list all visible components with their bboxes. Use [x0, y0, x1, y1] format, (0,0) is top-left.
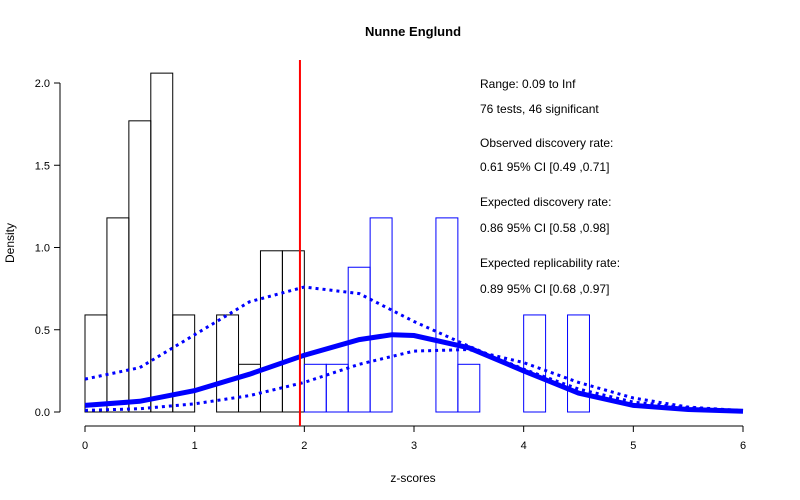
histogram-bar-significant [567, 314, 590, 413]
y-axis-label: Density [3, 223, 17, 263]
significant-bars [303, 217, 590, 413]
x-tick-label: 1 [192, 440, 198, 452]
annotation-line: Observed discovery rate: [480, 136, 613, 150]
histogram-bar-significant [369, 217, 393, 413]
y-tick-label: 0.5 [35, 325, 50, 337]
annotation-line: 0.89 95% CI [0.68 ,0.97] [480, 282, 609, 296]
histogram-bar-nonsignificant [281, 250, 305, 413]
x-tick-label: 3 [411, 440, 417, 452]
histogram-bar-nonsignificant [172, 314, 196, 413]
annotation-line: Expected discovery rate: [480, 195, 611, 209]
histogram-bar-significant [303, 363, 327, 413]
annotation-line: 0.86 95% CI [0.58 ,0.98] [480, 221, 609, 235]
annotation-line: Range: 0.09 to Inf [480, 77, 576, 91]
histogram-bar-nonsignificant [106, 217, 130, 413]
chart-title: Nunne Englund [365, 24, 461, 39]
x-tick-label: 0 [82, 440, 88, 452]
ci-upper-curve [84, 285, 744, 413]
nonsignificant-bars [84, 72, 305, 413]
histogram-bar-significant [523, 314, 547, 413]
axes: 0 1 2 3 4 5 6 0.0 0.5 1.0 1.5 2.0 [35, 78, 746, 452]
annotation-line: 0.61 95% CI [0.49 ,0.71] [480, 160, 609, 174]
histogram-bar-nonsignificant [216, 314, 240, 413]
histogram-bar-nonsignificant [84, 314, 108, 413]
y-tick-label: 2.0 [35, 78, 50, 90]
x-tick-label: 6 [740, 440, 746, 452]
x-tick-label: 4 [521, 440, 527, 452]
density-curves [84, 285, 744, 414]
fitted-density-curve [84, 332, 744, 414]
annotation-line: 76 tests, 46 significant [480, 102, 599, 116]
histogram-bar-nonsignificant [259, 250, 283, 413]
y-tick-label: 1.0 [35, 243, 50, 255]
y-tick-label: 1.5 [35, 160, 50, 172]
x-tick-label: 5 [630, 440, 636, 452]
x-tick-label: 2 [301, 440, 307, 452]
annotation-line: Expected replicability rate: [480, 256, 620, 270]
annotations: Range: 0.09 to Inf 76 tests, 46 significa… [480, 77, 620, 296]
x-axis-label: z-scores [390, 471, 435, 485]
histogram-bar-nonsignificant [150, 72, 174, 413]
y-tick-label: 0.0 [35, 407, 50, 419]
histogram-bar-nonsignificant [128, 120, 152, 413]
ci-lower-curve [84, 347, 744, 413]
histogram-bar-significant [457, 363, 481, 413]
histogram-bar-significant [325, 363, 349, 413]
histogram-bar-significant [435, 217, 459, 413]
